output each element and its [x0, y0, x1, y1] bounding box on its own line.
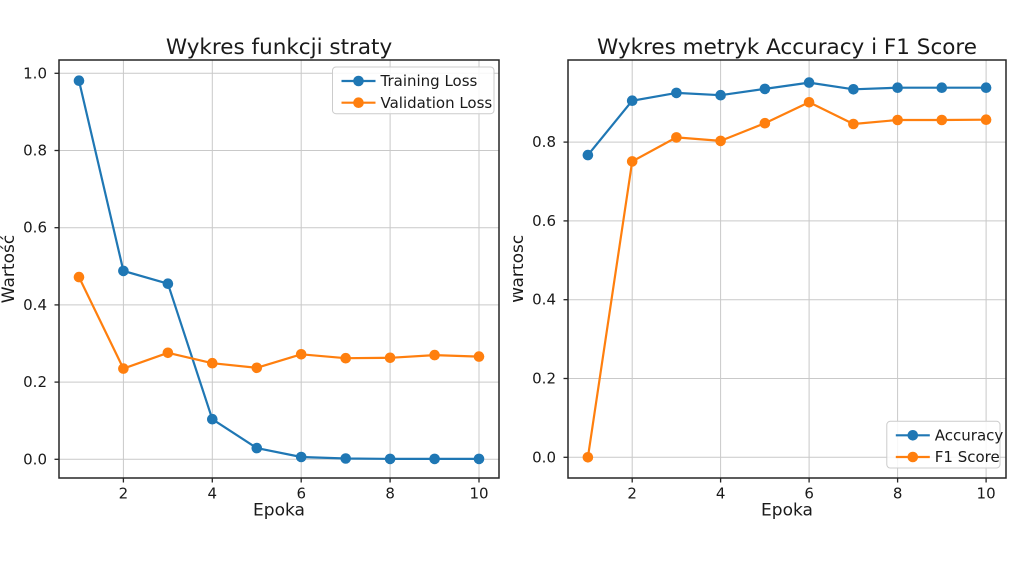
- data-point: [118, 363, 129, 374]
- x-tick-label: 8: [385, 485, 395, 503]
- data-point: [384, 352, 396, 364]
- data-point: [73, 75, 85, 86]
- y-axis-label: Wartość: [0, 235, 19, 303]
- legend-label: Validation Loss: [381, 94, 493, 112]
- x-tick-label: 6: [296, 485, 306, 503]
- data-point: [715, 135, 726, 147]
- data-point: [73, 271, 85, 283]
- y-tick-label: 0.8: [23, 142, 47, 160]
- legend-sample-marker: [907, 430, 919, 441]
- legend-label: F1 Score: [935, 448, 1000, 466]
- data-point: [473, 351, 485, 362]
- y-tick-label: 0.6: [23, 219, 47, 237]
- y-tick-label: 0.0: [23, 450, 47, 468]
- data-point: [936, 114, 948, 126]
- chart-title: Wykres funkcji straty: [166, 35, 393, 60]
- legend-sample-marker: [353, 75, 364, 87]
- data-point: [429, 349, 440, 361]
- data-point: [473, 453, 485, 465]
- metrics-chart: 2 4 6 8 10 0.0 0.2 0.4 0.6 0.8 Wykres metryk Accur…: [513, 35, 1007, 521]
- loss-chart: 2 4 6 8 10 0.0 0.2 0.4 0.6 0.8 1.0 Wykres funkcji s…: [0, 35, 500, 521]
- x-tick-label: 2: [627, 485, 637, 503]
- series-line-1: [586, 101, 988, 459]
- legend-label: Training Loss: [380, 72, 478, 90]
- data-point: [384, 453, 396, 465]
- x-tick-label: 6: [804, 485, 814, 503]
- x-axis-label: Epoka: [253, 501, 305, 521]
- data-point: [251, 362, 263, 374]
- series-line-0: [586, 81, 988, 157]
- x-tick-label: 4: [716, 485, 726, 503]
- data-point: [626, 156, 638, 167]
- y-tick-label: 0.4: [532, 291, 556, 309]
- data-point: [295, 349, 307, 360]
- data-point: [892, 114, 903, 126]
- plot-border: [58, 59, 500, 479]
- data-point: [626, 95, 638, 106]
- y-tick-label: 0.4: [23, 296, 47, 314]
- data-point: [429, 453, 440, 465]
- data-point: [980, 114, 992, 125]
- y-tick-label: 0.8: [532, 133, 556, 151]
- y-tick-label: 0.2: [532, 370, 556, 388]
- y-tick-label: 1.0: [23, 64, 47, 82]
- data-point: [340, 352, 352, 364]
- x-tick-label: 2: [119, 485, 129, 503]
- data-point: [582, 149, 594, 161]
- data-point: [582, 452, 594, 463]
- data-point: [803, 97, 815, 108]
- data-point: [980, 82, 992, 93]
- data-point: [671, 87, 682, 99]
- legend-label: Accuracy: [935, 427, 1004, 445]
- x-axis-label: Epoka: [761, 501, 813, 521]
- y-tick-label: 0.0: [532, 448, 556, 466]
- data-point: [162, 347, 174, 359]
- y-tick-label: 0.6: [532, 212, 556, 230]
- y-tick-label: 0.2: [23, 373, 47, 391]
- series-line-1: [77, 276, 481, 370]
- plot-border: [567, 59, 1007, 479]
- data-point: [207, 413, 218, 425]
- data-point: [848, 118, 859, 130]
- data-point: [671, 132, 682, 143]
- data-point: [340, 453, 352, 464]
- x-tick-label: 10: [977, 485, 996, 503]
- data-point: [936, 82, 948, 93]
- data-point: [295, 451, 307, 463]
- data-point: [207, 357, 218, 369]
- data-point: [759, 83, 771, 95]
- series-line-0: [77, 79, 481, 460]
- y-axis-label: Wartość: [513, 235, 528, 303]
- legend-sample-marker: [353, 97, 364, 108]
- data-point: [251, 442, 263, 454]
- data-point: [759, 117, 771, 129]
- data-point: [848, 84, 859, 95]
- x-tick-label: 4: [208, 485, 218, 503]
- data-point: [803, 77, 815, 88]
- legend-sample-marker: [907, 451, 919, 463]
- data-point: [162, 278, 174, 290]
- x-tick-label: 10: [469, 485, 488, 503]
- data-point: [715, 89, 726, 101]
- data-point: [892, 82, 903, 93]
- data-point: [118, 265, 129, 277]
- chart-title: Wykres metryk Accuracy i F1 Score: [597, 35, 977, 60]
- x-tick-label: 8: [893, 485, 903, 503]
